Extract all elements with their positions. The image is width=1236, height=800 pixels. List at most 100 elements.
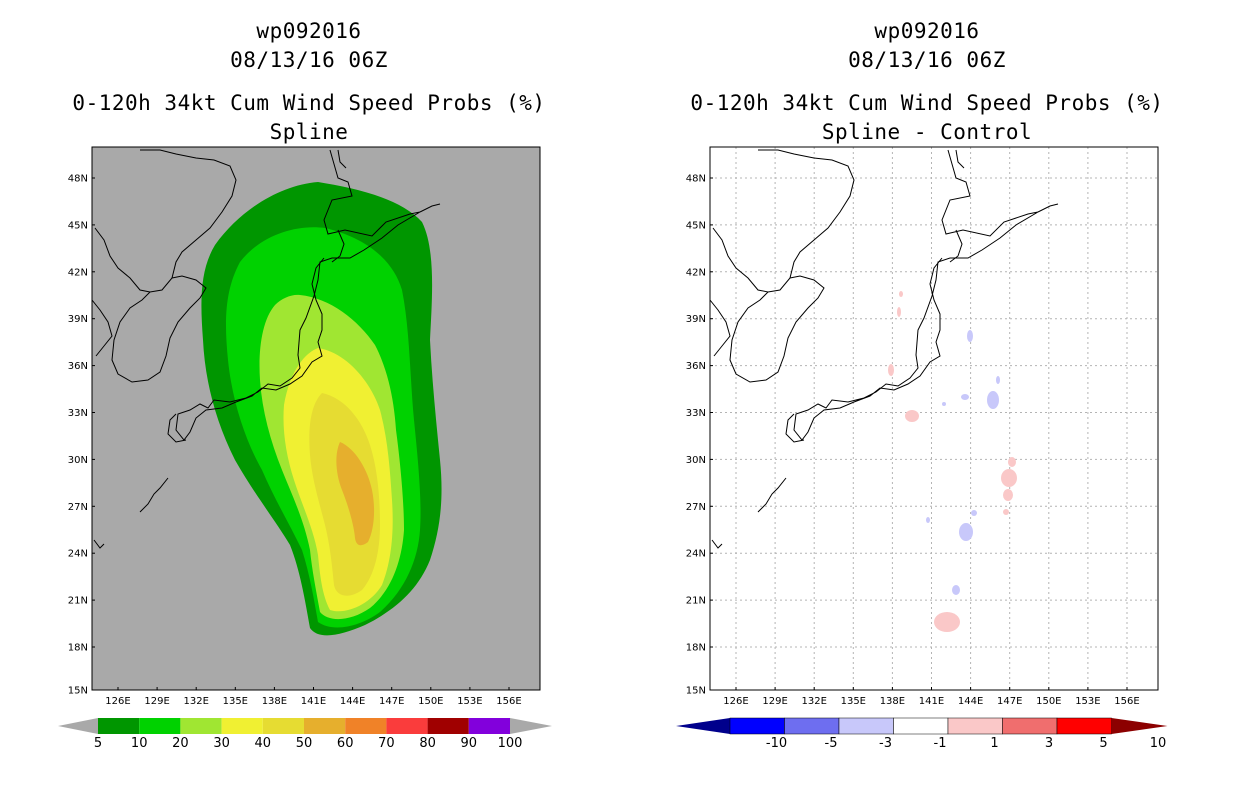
diff-blob-negative [959,523,973,541]
colorbar-label: -3 [879,736,892,751]
colorbar-label: 10 [1150,736,1167,751]
left-coastlines [92,149,441,549]
right-title: 0-120h 34kt Cum Wind Speed Probs (%) [690,91,1164,115]
diff-blob-positive [1003,509,1009,515]
lon-tick-label: 129E [144,696,169,707]
kuril-islands [419,203,441,213]
colorbar-swatch [893,717,949,735]
colorbar-swatch [139,718,181,734]
colorbar-swatch [427,718,469,734]
lat-tick-label: 48N [686,174,706,185]
left-datetime: 08/13/16 06Z [230,48,388,72]
lon-tick-label: 135E [841,696,866,707]
colorbar-swatch [838,717,894,735]
colorbar-label: 10 [131,736,148,751]
lon-tick-label: 129E [762,696,787,707]
lon-tick-label: 144E [958,696,983,707]
asia-coast [712,149,855,293]
japan-coast [793,149,1039,441]
japan-coast [175,149,421,441]
diff-blob-negative [952,585,960,595]
prob-contour-50 [336,442,375,546]
lat-tick-label: 27N [686,502,706,513]
lat-tick-label: 33N [68,408,88,419]
hokkaido-coast [949,229,963,263]
colorbar-swatch [262,718,304,734]
china-coast [92,299,113,357]
diff-blob-positive [1003,489,1013,501]
kyushu-coast [167,413,187,443]
left-probability-contours [201,182,442,636]
left-lat-labels: 48N 45N 42N 39N 36N 33N 30N 27N 24N 21N 18N 15N [68,174,95,697]
lat-tick-label: 45N [686,220,706,231]
diff-blob-negative [942,402,946,406]
korea-coast [111,275,207,383]
colorbar-swatch [304,718,346,734]
colorbar-swatch [1002,717,1058,735]
sakhalin-coast [337,149,347,169]
lon-tick-label: 156E [1114,696,1139,707]
lat-tick-label: 39N [68,314,88,325]
lat-tick-label: 42N [68,267,88,278]
colorbar-label: 3 [1045,736,1053,751]
lon-tick-label: 153E [457,696,482,707]
colorbar-label: 50 [296,736,313,751]
left-lon-labels: 126E 129E 132E 135E 138E 141E 144E 147E 150E 153E… [105,687,522,707]
right-lon-labels: 126E 129E 132E 135E 138E 141E 144E 147E 150E 153E… [723,687,1140,707]
colorbar-swatch [180,718,222,734]
colorbar-label: 100 [498,736,523,751]
right-lat-labels: 48N 45N 42N 39N 36N 33N 30N 27N 24N 21N 18N 15N [686,174,713,697]
asia-coast [94,149,237,293]
kyushu-coast [785,413,805,443]
right-datetime: 08/13/16 06Z [848,48,1006,72]
lat-tick-label: 36N [68,361,88,372]
right-panel: wp092016 08/13/16 06Z 0-120h 34kt Cum Wi… [618,0,1236,800]
lat-tick-label: 30N [68,455,88,466]
lat-tick-label: 48N [68,174,88,185]
lat-tick-label: 33N [686,408,706,419]
lat-tick-label: 24N [686,549,706,560]
colorbar-swatch [345,718,387,734]
colorbar-swatch [784,717,840,735]
diff-blob-negative [987,391,999,409]
right-subtitle: Spline - Control [821,120,1033,144]
diff-blob-negative [961,394,969,400]
colorbar-label: 30 [213,736,230,751]
colorbar-swatch [947,717,1003,735]
lon-tick-label: 150E [418,696,443,707]
left-map-frame [91,146,541,691]
colorbar-high-triangle [510,718,552,734]
lat-tick-label: 42N [686,267,706,278]
colorbar-label: 5 [94,736,102,751]
right-difference-blobs [888,291,1017,632]
lat-tick-label: 21N [686,596,706,607]
left-panel: wp092016 08/13/16 06Z 0-120h 34kt Cum Wi… [58,19,552,751]
colorbar-label: 70 [378,736,395,751]
colorbar-label: 90 [461,736,478,751]
lat-tick-label: 18N [68,643,88,654]
right-storm-id: wp092016 [874,19,980,43]
colorbar-label: 5 [1099,736,1107,751]
lon-tick-label: 147E [379,696,404,707]
colorbar-label: 80 [419,736,436,751]
right-coastlines [710,149,1059,549]
lon-tick-label: 132E [183,696,208,707]
korea-coast [729,275,825,383]
lon-tick-label: 138E [880,696,905,707]
colorbar-high-triangle [1111,718,1168,734]
lon-tick-label: 126E [723,696,748,707]
lat-tick-label: 18N [686,643,706,654]
colorbar-swatch [98,718,140,734]
diff-blob-positive [1001,469,1017,487]
colorbar-swatch [386,718,428,734]
kuril-islands [1037,203,1059,213]
right-map: 48N 45N 42N 39N 36N 33N 30N 27N 24N 21N 18N 15N 126… [676,146,1168,751]
colorbar-swatch [1056,717,1112,735]
lon-tick-label: 156E [496,696,521,707]
left-colorbar: 5 10 20 30 40 50 60 70 80 90 100 [58,718,552,751]
lon-tick-label: 147E [997,696,1022,707]
right-colorbar: -10 -5 -3 -1 1 3 5 10 [676,717,1168,751]
lat-tick-label: 15N [686,686,706,697]
diff-blob-negative [926,517,930,523]
colorbar-swatch [468,718,510,734]
